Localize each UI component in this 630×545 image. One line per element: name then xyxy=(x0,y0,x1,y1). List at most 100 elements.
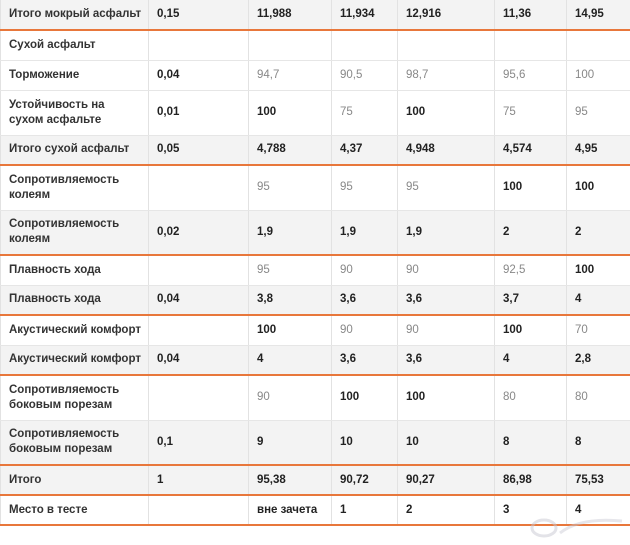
value-cell: 10 xyxy=(331,420,398,466)
value-cell: 8 xyxy=(566,420,630,466)
row-label: Плавность хода xyxy=(0,285,149,316)
value-cell: 14,95 xyxy=(566,0,630,31)
value-cell xyxy=(331,30,398,61)
weight-cell xyxy=(148,315,249,346)
row-label: Сухой асфальт xyxy=(0,30,149,61)
value-cell: 4 xyxy=(248,345,332,376)
row-label: Итого сухой асфальт xyxy=(0,135,149,166)
value-cell: 100 xyxy=(566,165,630,211)
weight-cell: 0,02 xyxy=(148,210,249,256)
weight-cell xyxy=(148,375,249,421)
table-row: Сопротивляемость боковым порезам 0,1 9 10 10… xyxy=(0,420,630,466)
value-cell: 4,788 xyxy=(248,135,332,166)
table-row: Итого сухой асфальт 0,05 4,788 4,37 4,948 4,5… xyxy=(0,135,630,166)
row-label: Сопротивляемость боковым порезам xyxy=(0,420,149,466)
weight-cell: 1 xyxy=(148,465,249,496)
value-cell: 10 xyxy=(397,420,495,466)
value-cell: 4,95 xyxy=(566,135,630,166)
weight-cell: 0,04 xyxy=(148,345,249,376)
value-cell xyxy=(494,30,567,61)
value-cell: 3,6 xyxy=(397,345,495,376)
value-cell: 94,7 xyxy=(248,60,332,91)
table-body: Итого мокрый асфальт 0,15 11,988 11,934 12,9… xyxy=(0,0,630,526)
value-cell: 100 xyxy=(248,90,332,136)
value-cell: 11,934 xyxy=(331,0,398,31)
value-cell: 2 xyxy=(566,210,630,256)
value-cell: 100 xyxy=(331,375,398,421)
value-cell: 75 xyxy=(331,90,398,136)
value-cell: вне зачета xyxy=(248,495,332,526)
row-label: Итого мокрый асфальт xyxy=(0,0,149,31)
weight-cell: 0,04 xyxy=(148,60,249,91)
table-row: Итого 1 95,38 90,72 90,27 86,98 75,53 xyxy=(0,465,630,496)
weight-cell xyxy=(148,30,249,61)
value-cell: 3,8 xyxy=(248,285,332,316)
weight-cell xyxy=(148,495,249,526)
value-cell: 2 xyxy=(397,495,495,526)
value-cell xyxy=(397,30,495,61)
value-cell: 3 xyxy=(494,495,567,526)
value-cell: 100 xyxy=(248,315,332,346)
value-cell: 90,27 xyxy=(397,465,495,496)
weight-cell: 0,05 xyxy=(148,135,249,166)
value-cell: 12,916 xyxy=(397,0,495,31)
table-row: Итого мокрый асфальт 0,15 11,988 11,934 12,9… xyxy=(0,0,630,31)
value-cell: 4,948 xyxy=(397,135,495,166)
value-cell: 90 xyxy=(248,375,332,421)
value-cell: 8 xyxy=(494,420,567,466)
value-cell: 3,6 xyxy=(331,345,398,376)
value-cell: 95 xyxy=(397,165,495,211)
row-label: Плавность хода xyxy=(0,255,149,286)
table-row: Сопротивляемость колеям 0,02 1,9 1,9 1,9 2 2 xyxy=(0,210,630,256)
weight-cell: 0,1 xyxy=(148,420,249,466)
value-cell: 90 xyxy=(397,255,495,286)
value-cell: 90 xyxy=(331,255,398,286)
row-label: Акустический комфорт xyxy=(0,315,149,346)
value-cell: 4,37 xyxy=(331,135,398,166)
value-cell: 2,8 xyxy=(566,345,630,376)
table-row: Сухой асфальт xyxy=(0,30,630,61)
row-label: Сопротивляемость колеям xyxy=(0,165,149,211)
value-cell: 11,988 xyxy=(248,0,332,31)
value-cell: 80 xyxy=(566,375,630,421)
value-cell: 1,9 xyxy=(331,210,398,256)
value-cell: 4,574 xyxy=(494,135,567,166)
row-label: Сопротивляемость боковым порезам xyxy=(0,375,149,421)
table-row: Устойчивость на сухом асфальте 0,01 100 75 1… xyxy=(0,90,630,136)
table-row: Сопротивляемость боковым порезам 90 100 100… xyxy=(0,375,630,421)
table-row: Плавность хода 0,04 3,8 3,6 3,6 3,7 4 xyxy=(0,285,630,316)
value-cell: 100 xyxy=(566,255,630,286)
value-cell: 95,6 xyxy=(494,60,567,91)
value-cell: 100 xyxy=(397,375,495,421)
table-row: Акустический комфорт 0,04 4 3,6 3,6 4 2,8 xyxy=(0,345,630,376)
value-cell: 3,6 xyxy=(397,285,495,316)
value-cell: 1,9 xyxy=(397,210,495,256)
value-cell: 100 xyxy=(494,315,567,346)
weight-cell: 0,04 xyxy=(148,285,249,316)
row-label: Место в тесте xyxy=(0,495,149,526)
value-cell: 75 xyxy=(494,90,567,136)
value-cell: 95 xyxy=(248,255,332,286)
value-cell: 4 xyxy=(494,345,567,376)
weight-cell xyxy=(148,165,249,211)
value-cell: 4 xyxy=(566,495,630,526)
value-cell: 9 xyxy=(248,420,332,466)
tire-test-results-table: Итого мокрый асфальт 0,15 11,988 11,934 12,9… xyxy=(0,0,630,526)
value-cell: 1,9 xyxy=(248,210,332,256)
value-cell: 90,72 xyxy=(331,465,398,496)
value-cell xyxy=(248,30,332,61)
value-cell: 98,7 xyxy=(397,60,495,91)
value-cell: 80 xyxy=(494,375,567,421)
row-label: Устойчивость на сухом асфальте xyxy=(0,90,149,136)
row-label: Акустический комфорт xyxy=(0,345,149,376)
table-row: Акустический комфорт 100 90 90 100 70 xyxy=(0,315,630,346)
row-label: Сопротивляемость колеям xyxy=(0,210,149,256)
table-row: Сопротивляемость колеям 95 95 95 100 100 xyxy=(0,165,630,211)
value-cell: 100 xyxy=(566,60,630,91)
value-cell: 95 xyxy=(248,165,332,211)
table-row: Место в тесте вне зачета 1 2 3 4 xyxy=(0,495,630,526)
value-cell: 90 xyxy=(331,315,398,346)
value-cell: 75,53 xyxy=(566,465,630,496)
value-cell: 2 xyxy=(494,210,567,256)
value-cell: 95 xyxy=(566,90,630,136)
